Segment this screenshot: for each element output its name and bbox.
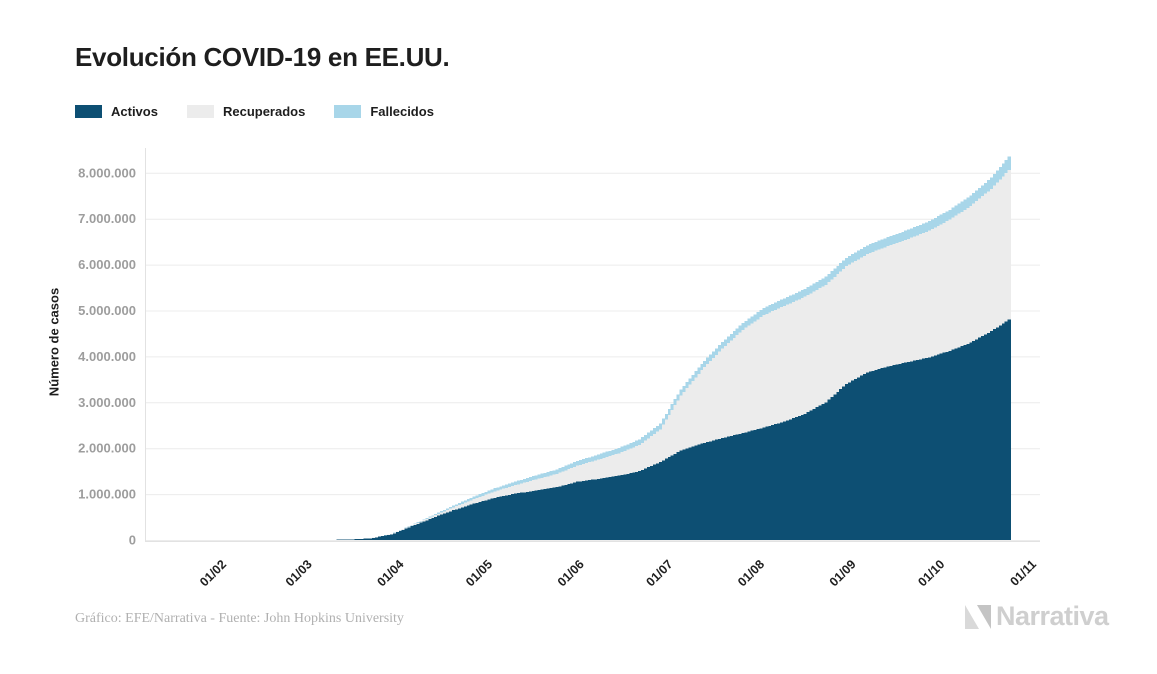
svg-text:7.000.000: 7.000.000 bbox=[78, 211, 136, 226]
source-credit: Gráfico: EFE/Narrativa - Fuente: John Ho… bbox=[75, 611, 404, 626]
svg-text:01/06: 01/06 bbox=[555, 557, 587, 589]
legend-swatch-activos bbox=[75, 105, 102, 118]
legend-item-fallecidos: Fallecidos bbox=[334, 104, 434, 119]
narrativa-logo-icon bbox=[965, 604, 991, 629]
svg-text:01/04: 01/04 bbox=[375, 557, 407, 589]
narrativa-logo-text: Narrativa bbox=[996, 601, 1109, 631]
svg-text:01/09: 01/09 bbox=[827, 557, 859, 589]
narrativa-logo: Narrativa bbox=[963, 601, 1109, 632]
legend-item-activos: Activos bbox=[75, 104, 158, 119]
gridlines bbox=[145, 172, 1040, 541]
svg-text:01/03: 01/03 bbox=[283, 557, 315, 589]
legend-swatch-fallecidos bbox=[334, 105, 362, 118]
svg-text:5.000.000: 5.000.000 bbox=[78, 303, 136, 318]
svg-text:2.000.000: 2.000.000 bbox=[78, 441, 136, 456]
chart-title: Evolución COVID-19 en EE.UU. bbox=[75, 42, 450, 72]
svg-text:0: 0 bbox=[129, 533, 136, 548]
svg-text:01/11: 01/11 bbox=[1007, 557, 1039, 589]
svg-text:4.000.000: 4.000.000 bbox=[78, 349, 136, 364]
svg-text:01/10: 01/10 bbox=[915, 557, 947, 589]
legend-swatch-recuperados bbox=[186, 105, 214, 118]
x-tick-labels: 01/02 01/03 01/04 01/05 01/06 01/07 01/08 01/09… bbox=[197, 557, 1039, 589]
y-axis-title: Número de casos bbox=[46, 287, 62, 397]
svg-text:01/07: 01/07 bbox=[644, 557, 676, 589]
svg-text:01/02: 01/02 bbox=[197, 557, 229, 589]
svg-text:8.000.000: 8.000.000 bbox=[78, 165, 136, 180]
svg-text:6.000.000: 6.000.000 bbox=[78, 257, 136, 272]
y-tick-labels: 0 1.000.000 2.000.000 3.000.000 4.000.000 5.0… bbox=[78, 165, 136, 547]
legend-label-recuperados: Recuperados bbox=[222, 104, 306, 119]
chart-legend: Activos Recuperados Fallecidos bbox=[75, 104, 434, 119]
svg-text:01/05: 01/05 bbox=[463, 557, 495, 589]
axis-lines bbox=[145, 148, 1040, 542]
legend-label-fallecidos: Fallecidos bbox=[370, 104, 434, 119]
svg-text:3.000.000: 3.000.000 bbox=[78, 395, 136, 410]
svg-text:01/08: 01/08 bbox=[735, 557, 767, 589]
series-activos bbox=[336, 319, 1011, 540]
svg-text:1.000.000: 1.000.000 bbox=[78, 487, 136, 502]
legend-item-recuperados: Recuperados bbox=[186, 104, 306, 119]
legend-label-activos: Activos bbox=[111, 104, 158, 119]
